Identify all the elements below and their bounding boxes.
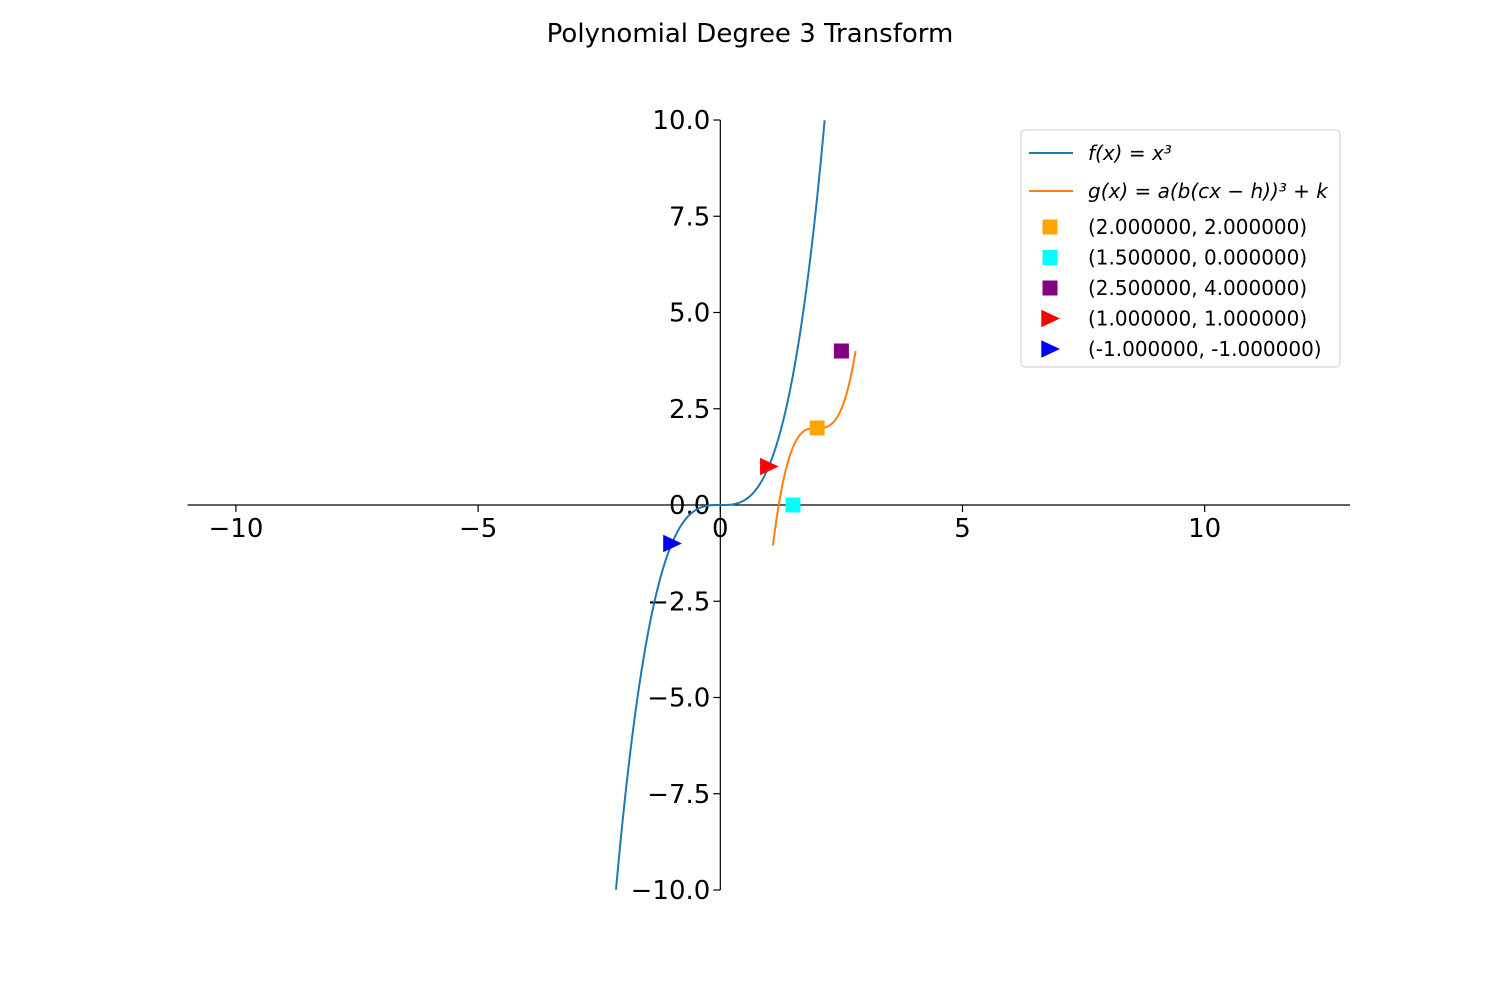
x-tick-label: −5 — [459, 514, 497, 544]
y-tick-label: −7.5 — [647, 780, 710, 810]
x-tick-label: 10 — [1188, 514, 1221, 544]
data-point — [785, 497, 801, 513]
y-tick-label: 10.0 — [652, 106, 710, 136]
legend-label: (1.000000, 1.000000) — [1088, 307, 1307, 331]
legend-label: (-1.000000, -1.000000) — [1088, 337, 1322, 361]
legend-label: f(x) = x³ — [1088, 141, 1172, 165]
series-line-g — [771, 350, 857, 546]
x-tick-label: 5 — [954, 514, 971, 544]
legend-marker — [1042, 280, 1058, 296]
y-tick-label: −10.0 — [631, 876, 711, 906]
y-tick-label: 2.5 — [669, 395, 710, 425]
legend-label: g(x) = a(b(cx − h))³ + k — [1088, 179, 1329, 203]
data-point — [809, 420, 825, 436]
legend-marker — [1041, 340, 1061, 358]
chart-title: Polynomial Degree 3 Transform — [547, 19, 954, 49]
x-tick-label: 0 — [712, 514, 729, 544]
x-tick-label: −10 — [209, 514, 264, 544]
legend: f(x) = x³ g(x) = a(b(cx − h))³ + k (2.0000… — [1020, 129, 1341, 368]
data-point — [833, 343, 849, 359]
legend-label: (2.500000, 4.000000) — [1088, 276, 1307, 300]
legend-box — [1020, 129, 1341, 368]
legend-marker — [1042, 219, 1058, 235]
legend-marker — [1042, 250, 1058, 265]
data-point — [663, 534, 682, 553]
data-point — [760, 457, 779, 476]
series-line-f — [614, 120, 826, 890]
legend-label: (2.000000, 2.000000) — [1088, 215, 1307, 239]
y-tick-label: −5.0 — [647, 684, 710, 714]
points-layer — [663, 343, 849, 553]
legend-marker — [1041, 309, 1061, 328]
legend-label: (1.500000, 0.000000) — [1088, 246, 1307, 270]
y-tick-label: 5.0 — [669, 299, 710, 329]
y-tick-label: 7.5 — [669, 202, 710, 232]
